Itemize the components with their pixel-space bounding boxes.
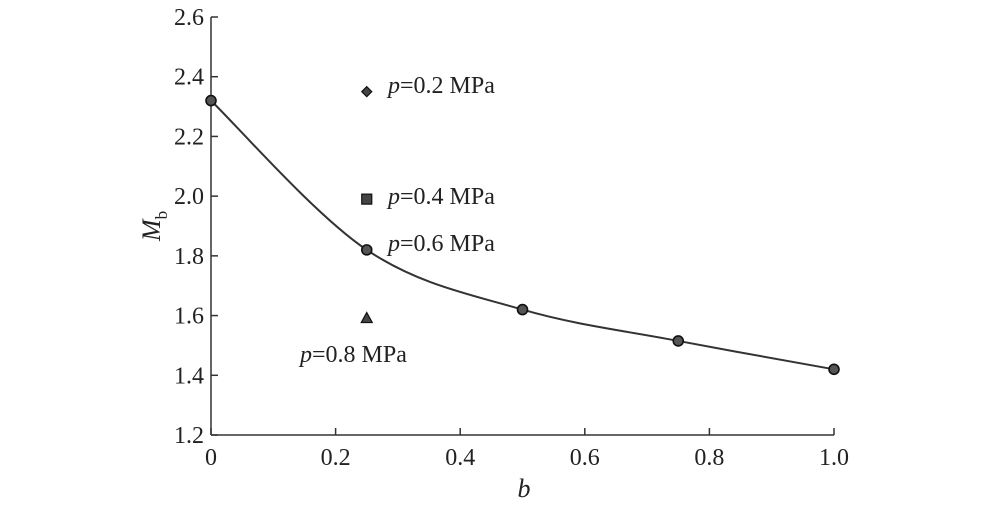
annotation-p08-text: =0.8 MPa — [312, 342, 407, 368]
x-tick-label: 0 — [205, 445, 217, 471]
y-tick-label: 1.4 — [174, 363, 204, 389]
annotation-p04: p=0.4 MPa — [386, 184, 495, 210]
data-point-circle — [360, 244, 373, 256]
annotation-p08-var: p — [298, 342, 312, 368]
annotation-p02-var: p — [386, 73, 400, 99]
y-ticks: 1.2 1.4 1.6 1.8 2.0 2.2 2.4 2.6 — [174, 5, 218, 449]
x-axis-title: b — [518, 474, 531, 503]
annotation-p04-var: p — [386, 184, 400, 210]
data-point-diamond — [360, 85, 373, 98]
axes — [210, 17, 834, 436]
series-curve — [210, 99, 835, 371]
annotation-p06-var: p — [386, 231, 400, 257]
annotation-p02: p=0.2 MPa — [386, 73, 495, 99]
data-point-circle — [516, 303, 529, 316]
x-tick-label: 0.4 — [445, 445, 475, 471]
x-tick-label: 0.2 — [321, 445, 351, 471]
annotations: p=0.2 MPa p=0.4 MPa p=0.6 MPa p=0.8 MPa — [298, 73, 495, 368]
y-tick-label: 2.4 — [174, 65, 204, 91]
y-tick-label: 1.8 — [174, 244, 204, 270]
y-axis-title-sub: b — [152, 211, 171, 220]
y-tick-label: 2.6 — [174, 5, 204, 31]
y-axis-title-main: M — [137, 218, 166, 242]
y-tick-label: 1.2 — [174, 423, 204, 449]
annotation-p06-text: =0.6 MPa — [400, 231, 495, 257]
x-tick-label: 0.8 — [694, 445, 724, 471]
data-point-circle — [205, 94, 217, 107]
x-tick-label: 0.6 — [570, 445, 600, 471]
x-ticks: 0 0.2 0.4 0.6 0.8 1.0 — [205, 428, 849, 471]
data-point-triangle — [360, 311, 374, 324]
annotation-p08: p=0.8 MPa — [298, 342, 407, 368]
y-axis-title: Mb — [137, 211, 171, 242]
data-point-circle — [672, 335, 685, 347]
annotation-p06: p=0.6 MPa — [386, 231, 495, 257]
series-points — [205, 94, 840, 376]
annotation-p02-text: =0.2 MPa — [400, 73, 495, 99]
extra-points — [360, 85, 374, 324]
y-tick-label: 2.0 — [174, 184, 204, 210]
x-tick-label: 1.0 — [819, 445, 849, 471]
y-tick-label: 2.2 — [174, 124, 204, 150]
y-tick-label: 1.6 — [174, 304, 204, 330]
annotation-p04-text: =0.4 MPa — [400, 184, 495, 210]
data-point-circle — [828, 363, 840, 376]
data-point-square — [361, 193, 373, 205]
